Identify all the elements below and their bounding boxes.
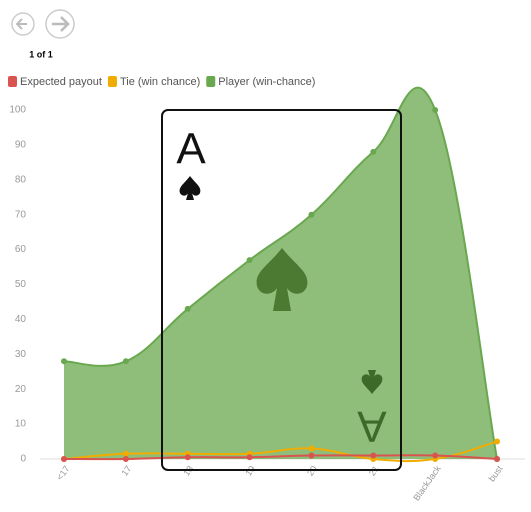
y-tick-label: 20	[15, 384, 27, 395]
y-tick-label: 50	[15, 279, 27, 290]
y-tick-label: 0	[20, 454, 26, 465]
line	[63, 86, 498, 460]
point	[370, 148, 377, 155]
point	[184, 305, 191, 312]
point	[494, 438, 500, 445]
point	[61, 456, 67, 462]
x-tick-label: bust	[487, 463, 505, 483]
card-rank: A	[176, 125, 206, 174]
legend: Expected payout Tie (win chance) Player (w…	[8, 76, 315, 88]
line	[63, 454, 498, 461]
point	[308, 445, 315, 452]
point	[61, 358, 67, 365]
x-tick-label: BlackJack	[411, 463, 443, 502]
point	[246, 257, 253, 264]
y-tick-label: 90	[15, 140, 27, 151]
pager: 1 of 1	[29, 49, 53, 59]
point	[122, 456, 129, 462]
point	[370, 452, 377, 459]
prev-button[interactable]	[11, 12, 35, 36]
point	[122, 358, 129, 365]
card-rank-inverted: A	[357, 401, 387, 450]
point	[432, 452, 439, 459]
legend-swatch	[206, 76, 216, 87]
x-tick-label: 17	[120, 464, 134, 478]
y-tick-label: 10	[15, 419, 27, 430]
point	[432, 107, 439, 113]
legend-label: Tie (win chance)	[120, 76, 200, 88]
card: A A	[161, 109, 402, 471]
point	[184, 454, 191, 461]
y-tick-label: 100	[9, 105, 26, 116]
next-button[interactable]	[45, 9, 75, 39]
point	[122, 450, 129, 457]
legend-label: Player (win-chance)	[218, 76, 315, 88]
legend-swatch	[8, 76, 17, 87]
point	[246, 454, 253, 461]
y-tick-label: 70	[15, 209, 27, 220]
y-tick-label: 30	[15, 349, 27, 360]
legend-swatch	[107, 76, 117, 87]
y-tick-label: 40	[15, 314, 27, 325]
point	[494, 456, 500, 462]
y-tick-label: 60	[15, 244, 27, 255]
y-tick-label: 80	[15, 174, 27, 185]
point	[308, 452, 315, 459]
x-tick-label: <17	[55, 464, 72, 482]
legend-label: Expected payout	[20, 76, 102, 88]
point	[308, 211, 315, 218]
